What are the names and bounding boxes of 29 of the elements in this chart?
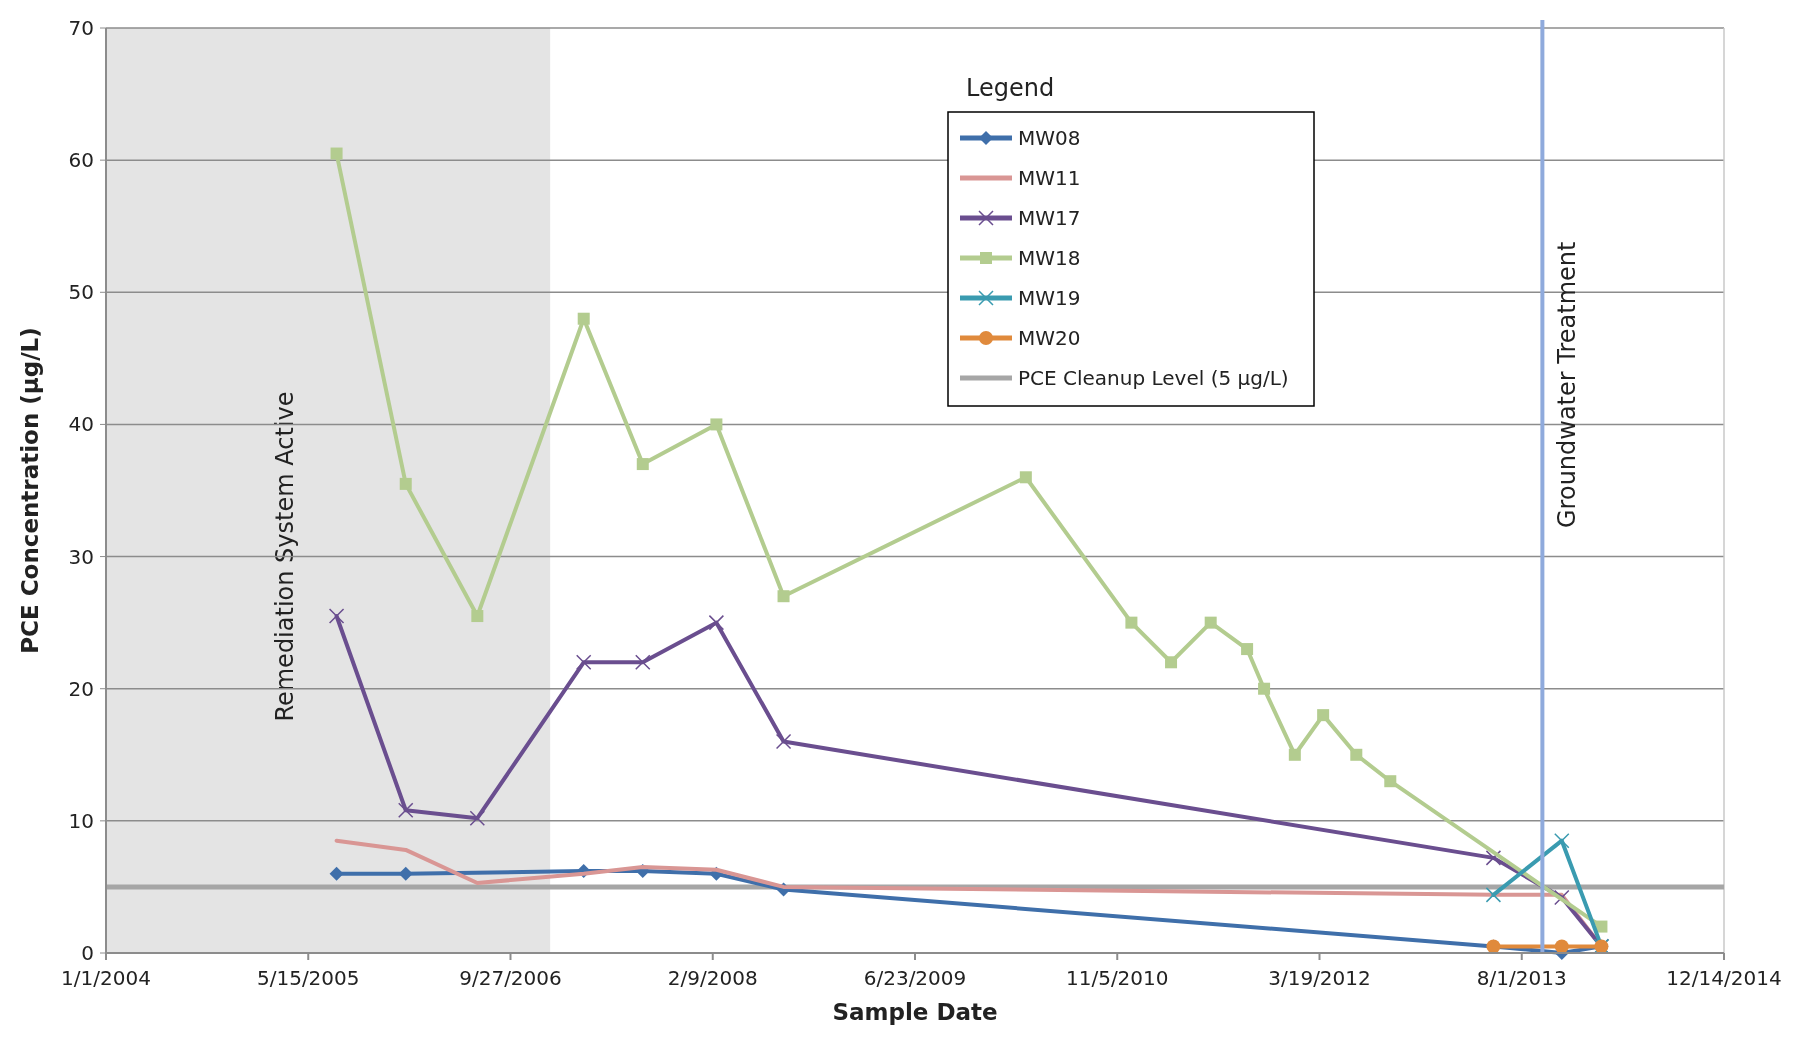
x-tick-label: 2/9/2008 [667,966,758,990]
x-tick-label: 3/19/2012 [1268,966,1371,990]
y-tick-label: 50 [68,280,94,305]
x-tick-label: 5/15/2005 [256,966,360,990]
y-axis-title: PCE Concentration (µg/L) [17,327,43,654]
legend-label: MW19 [1018,286,1081,310]
y-tick-label: 60 [68,148,94,173]
legend-label: MW11 [1018,166,1081,190]
x-tick-label: 11/5/2010 [1065,966,1169,990]
legend-label: PCE Cleanup Level (5 µg/L) [1018,366,1289,390]
y-tick-label: 70 [68,16,94,40]
x-tick-label: 12/14/2014 [1666,966,1782,990]
x-tick-label: 8/1/2013 [1476,966,1567,990]
y-tick-label: 0 [81,941,94,965]
legend-title: Legend [966,74,1055,102]
legend-label: MW17 [1018,206,1081,230]
legend-label: MW08 [1018,126,1081,150]
y-tick-label: 40 [68,412,94,437]
x-tick-label: 6/23/2009 [863,966,967,990]
x-axis-title: Sample Date [832,999,998,1025]
y-tick-label: 10 [68,808,94,833]
y-tick-label: 20 [68,676,94,701]
band-label: Remediation System Active [270,391,299,722]
x-tick-label: 1/1/2004 [61,966,151,990]
legend-label: MW18 [1018,246,1081,270]
y-tick-label: 30 [68,544,94,569]
legend-label: MW20 [1018,326,1081,350]
x-tick-label: 9/27/2006 [459,966,562,990]
ref-line-label: Groundwater Treatment [1553,241,1582,528]
